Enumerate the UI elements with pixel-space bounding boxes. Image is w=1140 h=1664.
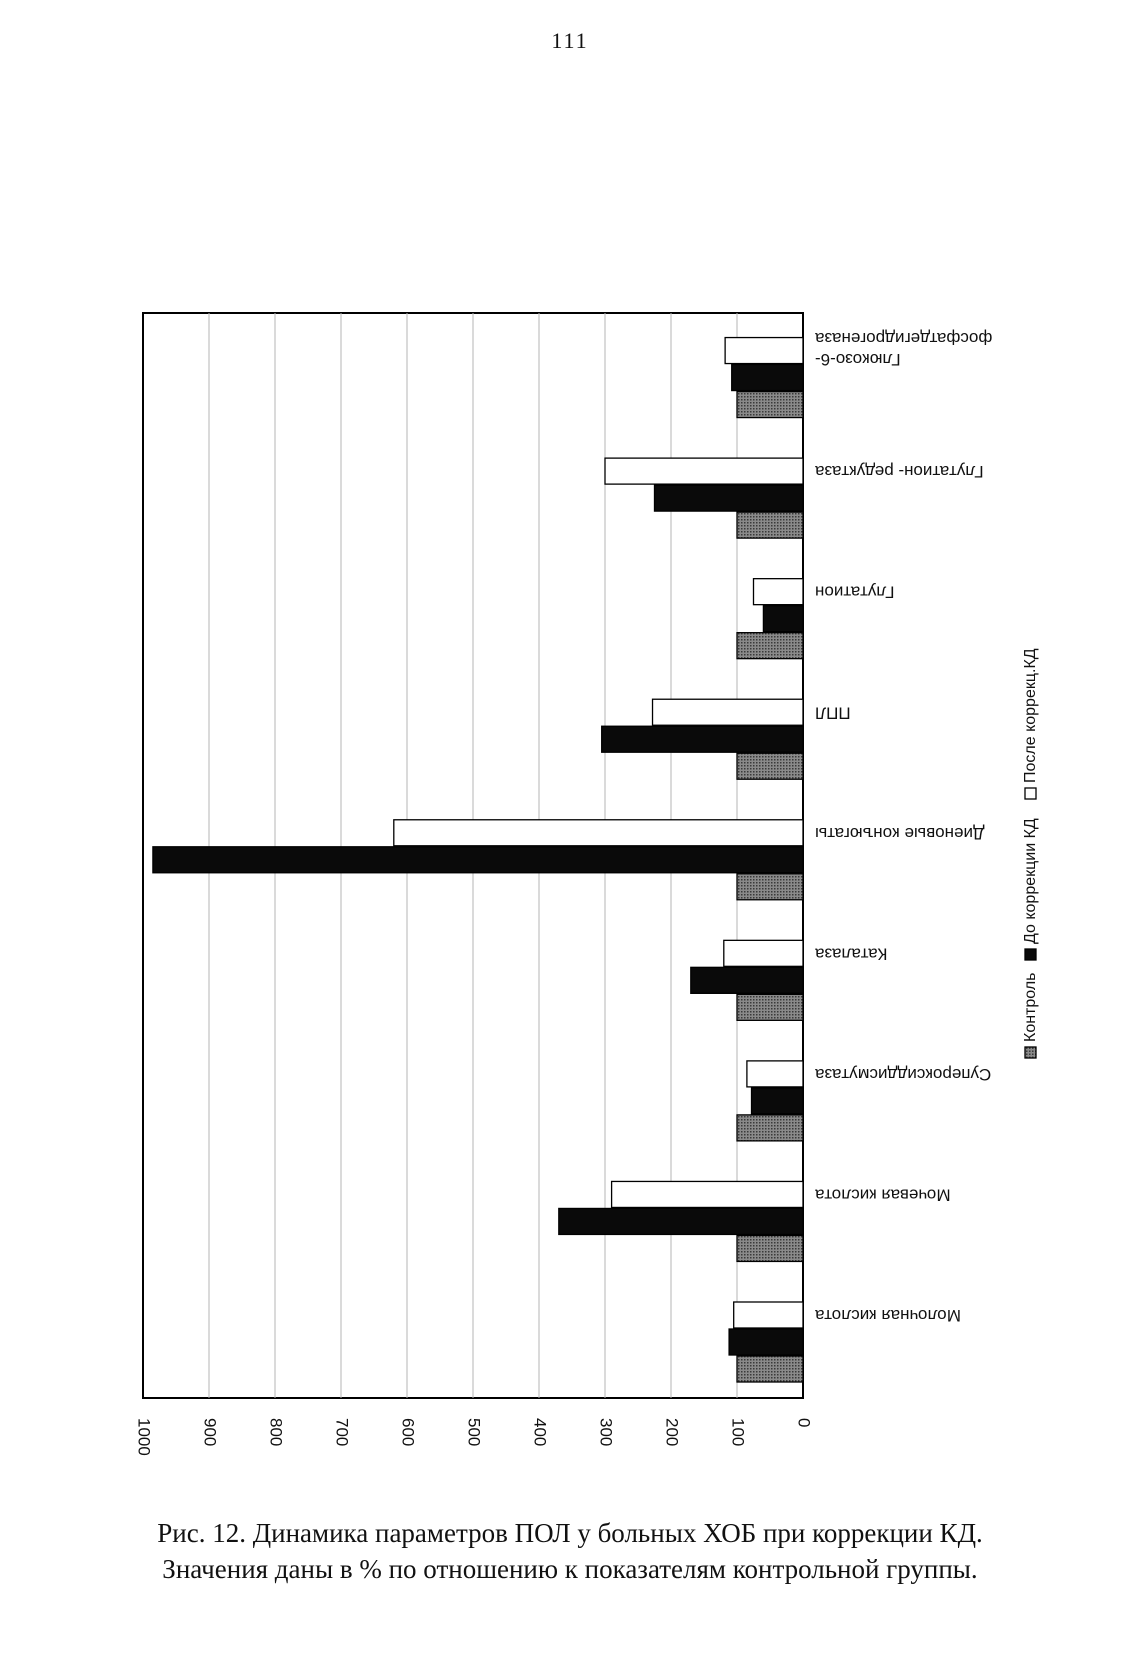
bar-before <box>152 846 804 874</box>
bar-before <box>558 1207 804 1236</box>
bar-control <box>736 752 804 780</box>
category-label: Глутатион <box>815 583 894 602</box>
legend-swatch <box>1024 1046 1037 1059</box>
bar-before <box>728 1328 804 1356</box>
bar-after <box>651 698 804 726</box>
bar-control <box>736 993 804 1021</box>
y-tick-label: 100 <box>729 1418 748 1446</box>
bar-before <box>690 966 804 994</box>
y-tick-label: 400 <box>531 1418 550 1446</box>
y-tick-label: 0 <box>795 1418 814 1427</box>
y-tick-label: 500 <box>465 1418 484 1446</box>
bar-control <box>736 511 804 539</box>
bar-control <box>736 1355 804 1383</box>
legend-swatch <box>1024 948 1037 961</box>
bar-after <box>746 1060 804 1088</box>
bar-control <box>736 1234 804 1263</box>
legend-label: Контроль <box>1022 973 1039 1043</box>
y-tick-label: 700 <box>333 1418 352 1446</box>
category-label: Мочевая кислота <box>814 1185 950 1204</box>
category-label: Диеновые конъюгаты <box>815 824 985 843</box>
category-label: Молочная кислота <box>814 1306 960 1325</box>
bar-control <box>736 632 804 660</box>
figure-caption-line-2: Значения даны в % по отношению к показат… <box>162 1554 978 1584</box>
bar-control <box>736 1114 804 1142</box>
bar-control <box>736 390 804 419</box>
category-label: Каталаза <box>814 944 887 963</box>
bar-before <box>762 605 804 633</box>
y-tick-label: 200 <box>663 1418 682 1446</box>
bar-after <box>723 939 804 967</box>
y-tick-label: 1000 <box>135 1418 154 1456</box>
bar-after <box>393 819 804 847</box>
legend-swatch <box>1024 787 1037 800</box>
category-label: Глюкозо-6-фосфатдегидрогеназа <box>814 329 992 369</box>
bar-before <box>653 484 804 512</box>
page-number: 111 <box>551 28 589 53</box>
y-tick-label: 600 <box>399 1418 418 1446</box>
bar-after <box>604 457 804 485</box>
legend-label: До коррекции КД <box>1022 818 1039 944</box>
bar-before <box>750 1087 804 1115</box>
legend-label: После коррекц.КД <box>1022 648 1039 783</box>
category-label: Супероксиддисмутаза <box>814 1065 991 1084</box>
bar-before <box>601 725 804 753</box>
y-tick-label: 900 <box>201 1418 220 1446</box>
bar-control <box>736 873 804 901</box>
bar-after <box>733 1301 804 1329</box>
bar-after <box>610 1180 804 1209</box>
category-label: ППЛ <box>815 703 851 722</box>
figure-caption-line-1: Рис. 12. Динамика параметров ПОЛ у больн… <box>157 1518 983 1548</box>
bar-after <box>752 578 804 606</box>
legend: Контроль До коррекции КД После коррекц.КД <box>1022 648 1039 1059</box>
bar-after <box>724 336 804 365</box>
bar-before <box>731 363 804 392</box>
category-label: Глутатион- редуктаза <box>814 462 983 481</box>
y-tick-label: 800 <box>267 1418 286 1446</box>
y-tick-label: 300 <box>597 1418 616 1446</box>
